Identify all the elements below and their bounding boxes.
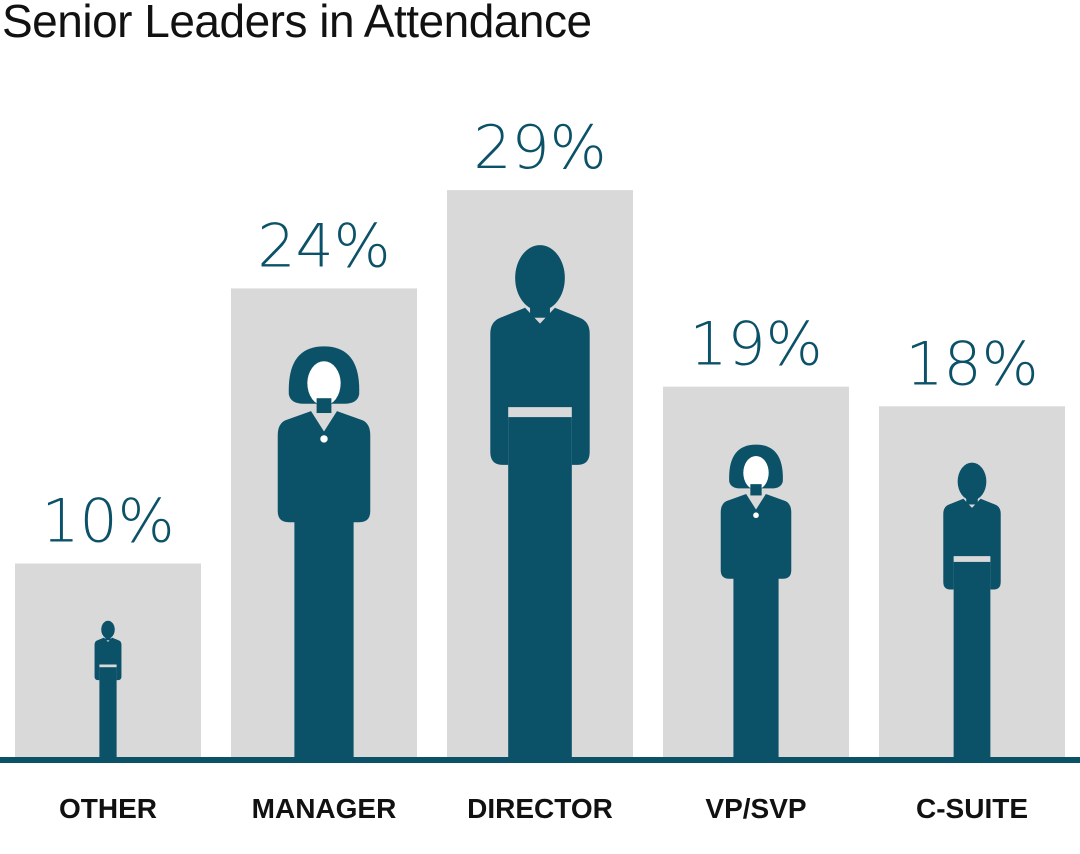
figure-face — [743, 455, 769, 490]
figure-man — [490, 245, 590, 760]
figure-neck — [966, 494, 978, 505]
figure-necklace — [320, 435, 328, 443]
figure-face — [307, 361, 341, 406]
figure-legs — [99, 667, 117, 760]
figure-torso — [277, 411, 371, 523]
figure-necklace — [753, 512, 759, 519]
figure-neck — [530, 299, 550, 318]
figure-woman — [720, 444, 792, 760]
figure-head — [515, 245, 565, 311]
chart-title: Senior Leaders in Attendance — [2, 0, 592, 47]
category-label: MANAGER — [252, 793, 397, 824]
figure-head — [957, 462, 987, 501]
category-labels-layer: OTHER MANAGER DIRECTOR VP/SVP C-SUITE — [59, 793, 1028, 824]
value-labels-layer: 10% 24% 29% 19% 18% — [41, 113, 1038, 556]
figure-legs — [953, 561, 991, 760]
category-label: C-SUITE — [916, 793, 1028, 824]
figure-legs — [294, 512, 354, 760]
figure-man — [94, 620, 122, 760]
figure-torso — [94, 637, 122, 681]
category-label: OTHER — [59, 793, 157, 824]
figure-torso — [943, 498, 1001, 590]
figure-man — [943, 462, 1001, 760]
figure-head — [101, 620, 115, 639]
figure-torso — [490, 307, 590, 465]
value-label: 10% — [41, 487, 174, 557]
category-label: VP/SVP — [705, 793, 806, 824]
figure-legs — [508, 417, 572, 760]
figure-woman — [277, 346, 371, 760]
figure-neck — [316, 398, 332, 414]
figure-torso — [720, 494, 792, 579]
value-label: 18% — [905, 329, 1038, 399]
value-label: 24% — [257, 211, 390, 281]
figures-layer — [94, 245, 1001, 760]
figure-neck — [750, 484, 762, 496]
value-label: 29% — [473, 113, 606, 183]
category-label: DIRECTOR — [467, 793, 613, 824]
figure-legs — [733, 571, 779, 760]
figure-neck — [105, 635, 111, 641]
value-label: 19% — [689, 310, 822, 380]
